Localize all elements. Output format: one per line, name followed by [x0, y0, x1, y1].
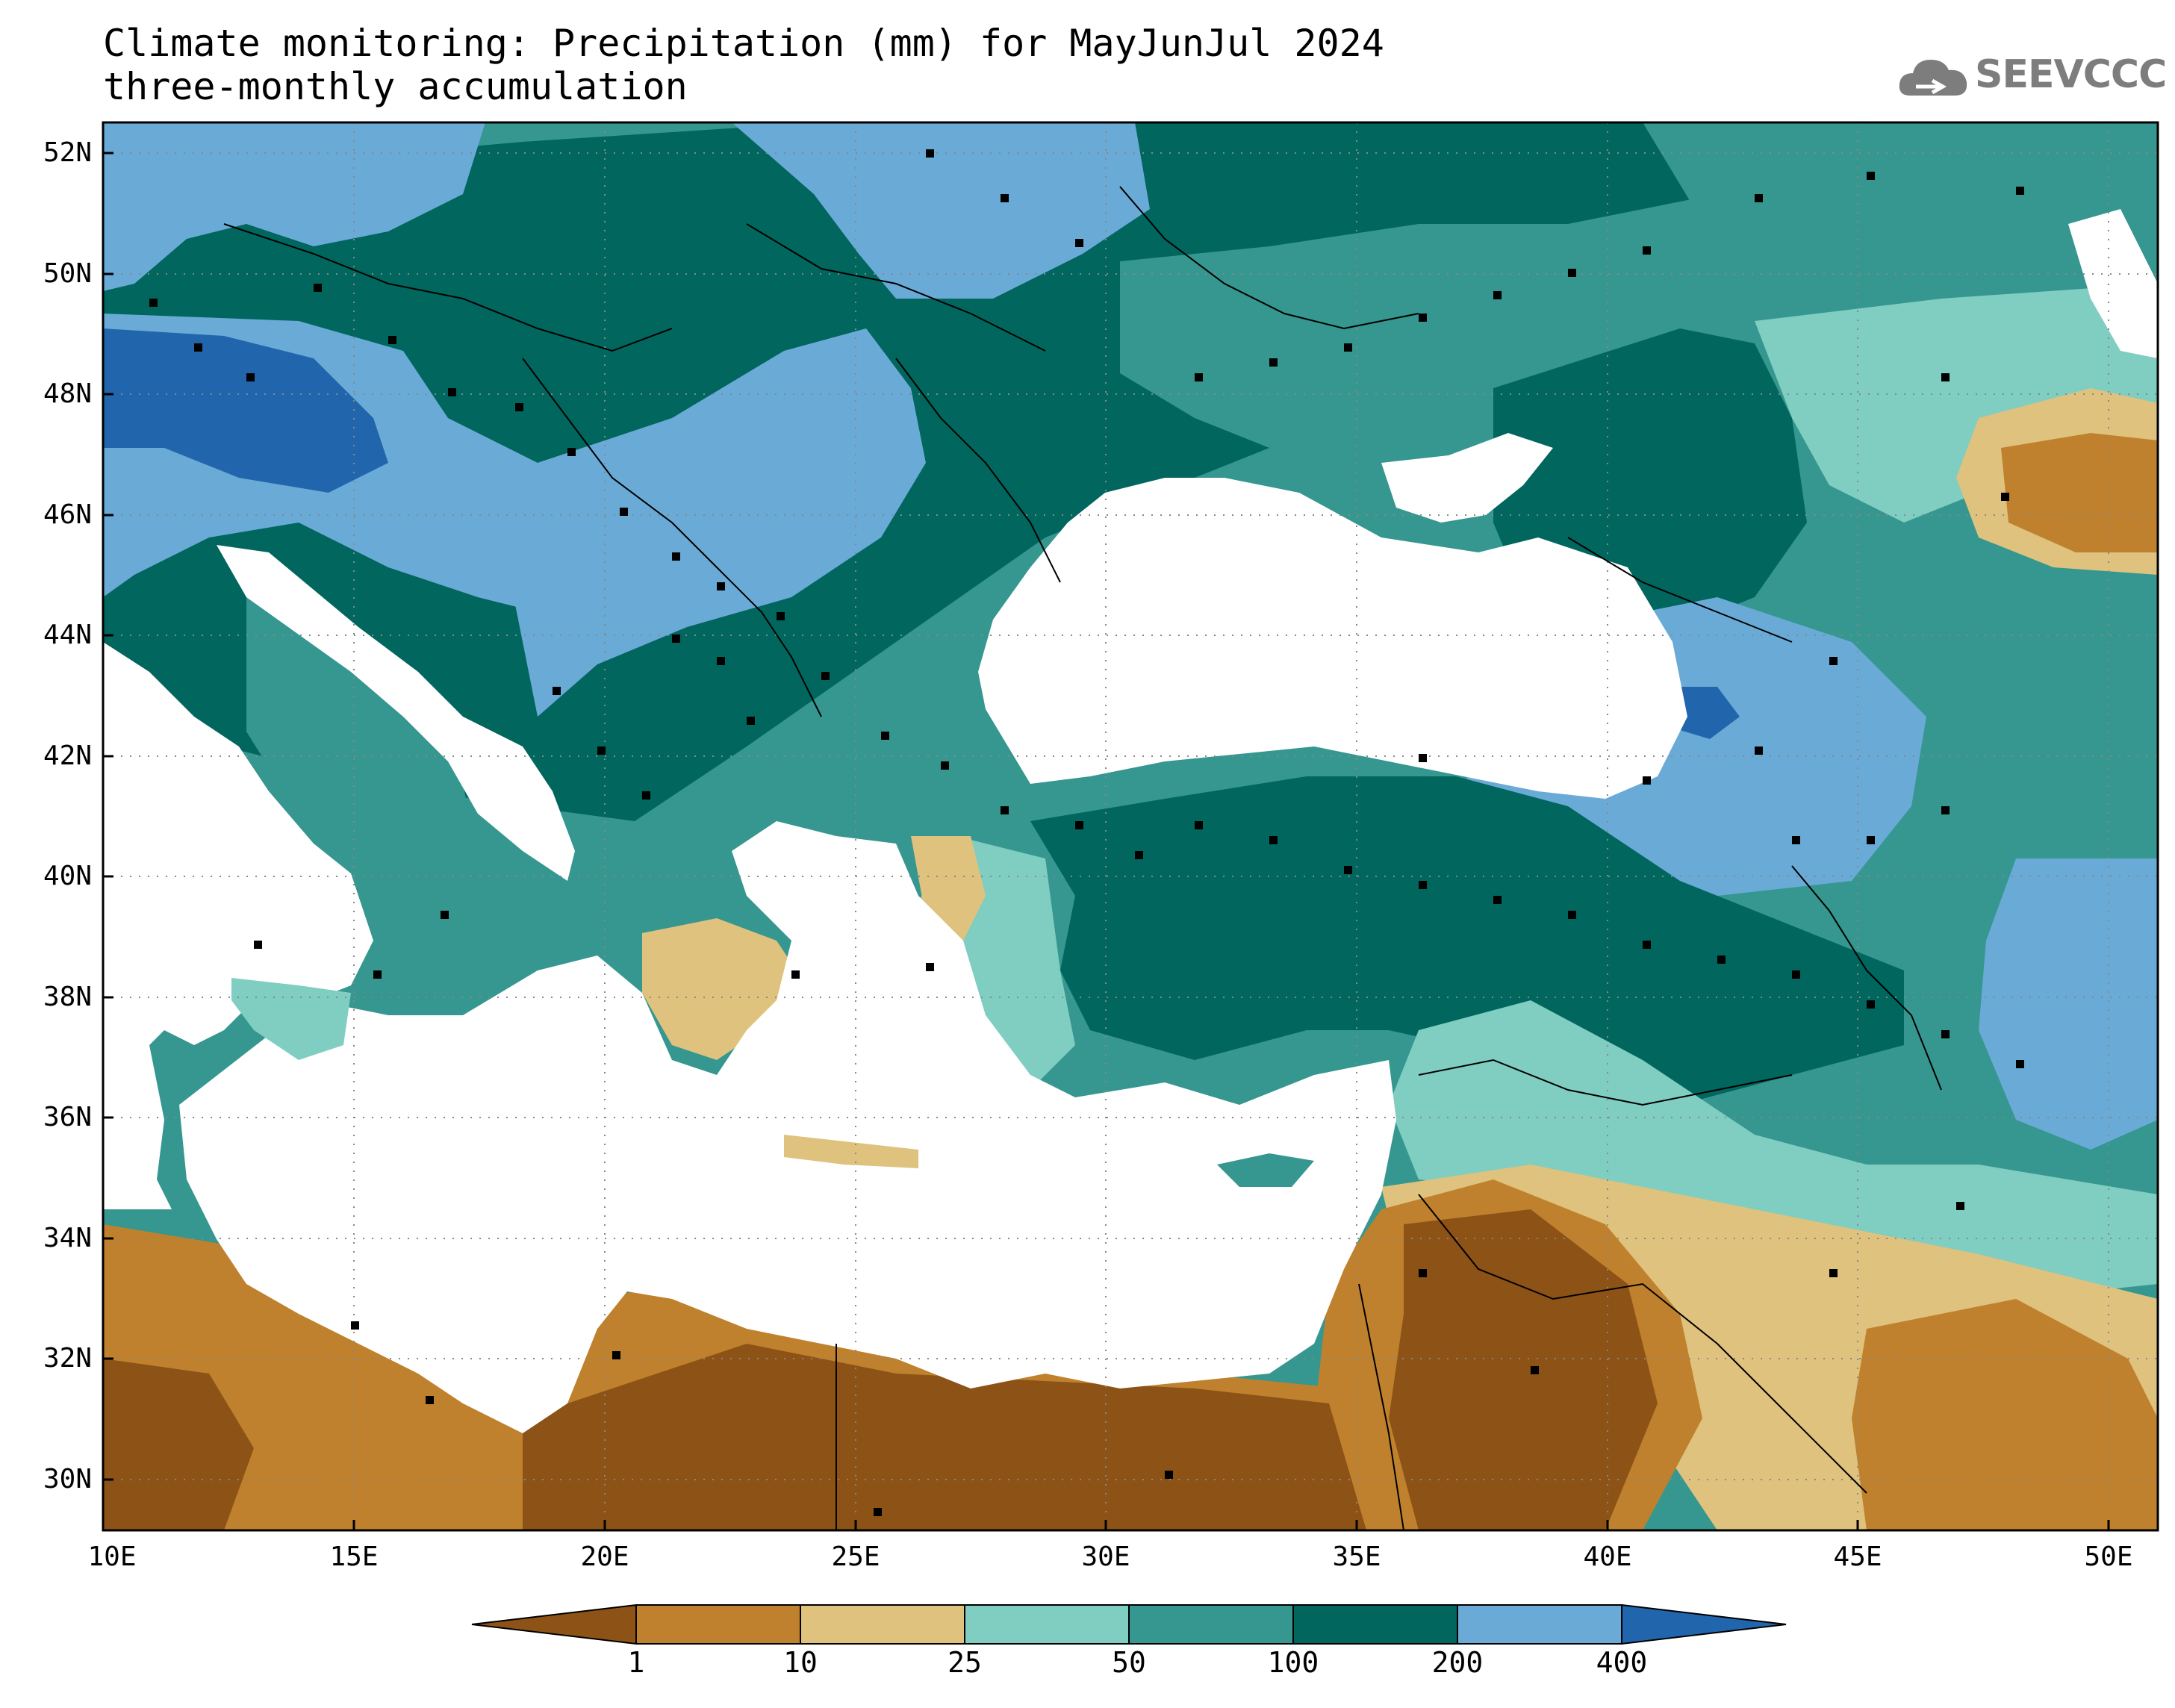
colorbar-bin-200-400: [1457, 1604, 1622, 1645]
lat-label-32n: 32N: [43, 1343, 92, 1374]
field-100-200-turkey: [1030, 776, 1904, 1105]
lat-label-30n: 30N: [43, 1464, 92, 1494]
lat-label-44n: 44N: [43, 620, 92, 650]
map-subtitle: three-monthly accumulation: [103, 65, 688, 108]
lon-label-30e: 30E: [1081, 1542, 1130, 1572]
colorbar-label-25: 25: [948, 1646, 982, 1679]
logo-text: SEEVCCC: [1975, 52, 2167, 97]
country-borders: [223, 186, 1942, 1530]
caspian-sea-north: [2068, 209, 2158, 358]
colorbar-label-50: 50: [1112, 1646, 1146, 1679]
lon-label-25e: 25E: [831, 1542, 880, 1572]
map-fields: [103, 122, 2158, 1530]
field-200-400-iran: [1979, 858, 2158, 1150]
lat-label-48n: 48N: [43, 378, 92, 409]
adriatic-sea: [217, 545, 575, 881]
lon-label-45e: 45E: [1833, 1542, 1882, 1572]
lat-label-42n: 42N: [43, 741, 92, 771]
colorbar-bin-1-10: [635, 1604, 801, 1645]
colorbar-bin-10-25: [800, 1604, 965, 1645]
lat-label-46n: 46N: [43, 499, 92, 530]
lat-label-34n: 34N: [43, 1223, 92, 1253]
crete: [784, 1135, 918, 1168]
field-below-1-jordan: [1389, 1209, 1658, 1530]
field-200-400-germany: [103, 122, 485, 291]
station-markers: [149, 149, 2024, 1516]
colorbar-low-extend: [471, 1603, 637, 1645]
sea-of-azov: [1381, 433, 1553, 523]
black-sea: [978, 478, 1687, 799]
graticule: [103, 122, 2158, 1530]
field-200-400-poland: [732, 122, 1150, 299]
tyrrhenian-sea: [103, 642, 373, 1209]
colorbar-label-1: 1: [627, 1646, 645, 1679]
lon-label-40e: 40E: [1583, 1542, 1632, 1572]
map-title: Climate monitoring: Precipitation (mm) f…: [103, 22, 1384, 65]
colorbar-label-400: 400: [1596, 1646, 1648, 1679]
lat-label-52n: 52N: [43, 137, 92, 168]
lon-label-35e: 35E: [1332, 1542, 1381, 1572]
lat-label-36n: 36N: [43, 1102, 92, 1132]
colorbar-bin-100-200: [1292, 1604, 1458, 1645]
cyprus: [1217, 1153, 1314, 1187]
tick-marks: [102, 152, 2110, 1530]
mediterranean-sea: [179, 821, 1396, 1433]
field-1-10-caspian: [2001, 433, 2158, 552]
lon-label-10e: 10E: [87, 1542, 137, 1572]
field-50-100-italy: [246, 567, 478, 970]
lat-label-40n: 40N: [43, 861, 92, 891]
lon-label-20e: 20E: [580, 1542, 629, 1572]
lon-label-50e: 50E: [2084, 1542, 2133, 1572]
seevccc-logo: SEEVCCC: [1896, 43, 2167, 110]
field-below-1-libya-egypt: [523, 1344, 1366, 1530]
colorbar-bin-50-100: [1128, 1604, 1294, 1645]
field-400-alps: [103, 328, 388, 493]
cloud-icon: [1899, 60, 1967, 96]
lat-label-38n: 38N: [43, 982, 92, 1012]
colorbar-label-100: 100: [1267, 1646, 1319, 1679]
colorbar-label-200: 200: [1431, 1646, 1484, 1679]
lat-label-50n: 50N: [43, 258, 92, 289]
sicily: [231, 978, 351, 1060]
field-25-50-syria: [1389, 1000, 2158, 1299]
colorbar-label-10: 10: [783, 1646, 818, 1679]
colorbar-high-extend: [1621, 1603, 1787, 1645]
field-200-400-balkans: [508, 328, 926, 717]
lon-label-15e: 15E: [329, 1542, 379, 1572]
field-1-10-kuwait: [1852, 1299, 2158, 1530]
colorbar: [471, 1603, 1787, 1645]
map-frame: [102, 121, 2159, 1532]
colorbar-bin-25-50: [964, 1604, 1130, 1645]
field-below-1-tunisia: [103, 1359, 254, 1530]
